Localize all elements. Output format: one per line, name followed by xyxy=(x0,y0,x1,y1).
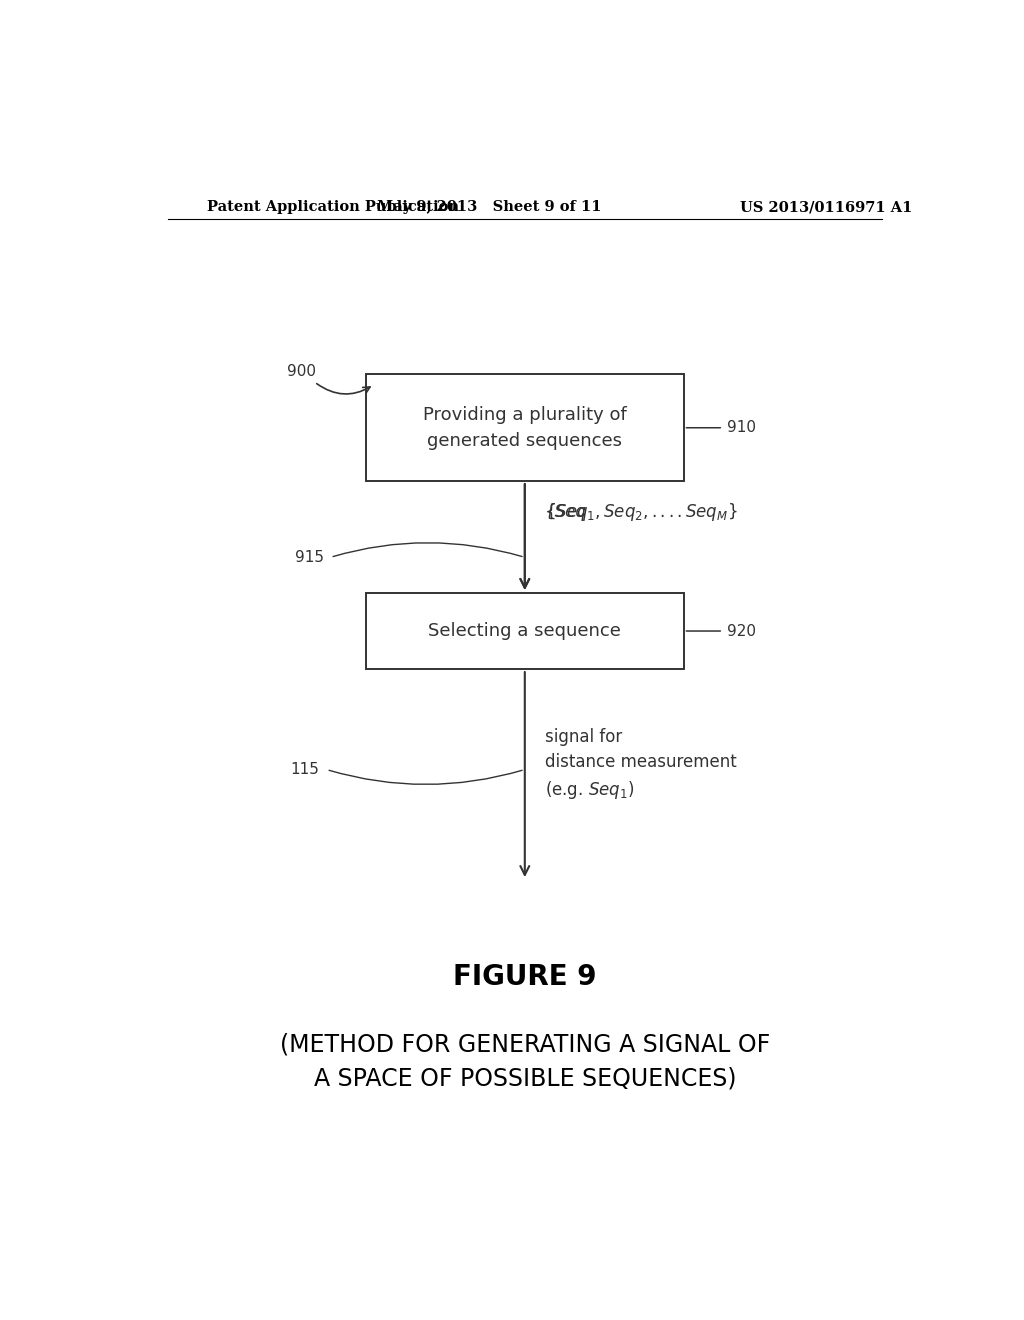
Text: 900: 900 xyxy=(287,364,315,379)
Text: {Seq: {Seq xyxy=(545,503,587,520)
Text: (METHOD FOR GENERATING A SIGNAL OF
A SPACE OF POSSIBLE SEQUENCES): (METHOD FOR GENERATING A SIGNAL OF A SPA… xyxy=(280,1032,770,1090)
Text: Selecting a sequence: Selecting a sequence xyxy=(428,622,622,640)
FancyBboxPatch shape xyxy=(367,593,684,669)
FancyBboxPatch shape xyxy=(367,375,684,480)
Text: 920: 920 xyxy=(727,623,756,639)
Text: 115: 115 xyxy=(291,762,319,777)
Text: FIGURE 9: FIGURE 9 xyxy=(453,962,597,990)
Text: signal for
distance measurement
(e.g. $Seq_1$): signal for distance measurement (e.g. $S… xyxy=(545,727,736,801)
Text: Patent Application Publication: Patent Application Publication xyxy=(207,201,460,214)
Text: US 2013/0116971 A1: US 2013/0116971 A1 xyxy=(740,201,912,214)
Text: Providing a plurality of
generated sequences: Providing a plurality of generated seque… xyxy=(423,405,627,450)
Text: $\{Seq_1, Seq_2, .... Seq_M\}$: $\{Seq_1, Seq_2, .... Seq_M\}$ xyxy=(545,500,737,523)
Text: 910: 910 xyxy=(727,420,756,436)
Text: May 9, 2013   Sheet 9 of 11: May 9, 2013 Sheet 9 of 11 xyxy=(377,201,601,214)
Text: 915: 915 xyxy=(295,550,324,565)
